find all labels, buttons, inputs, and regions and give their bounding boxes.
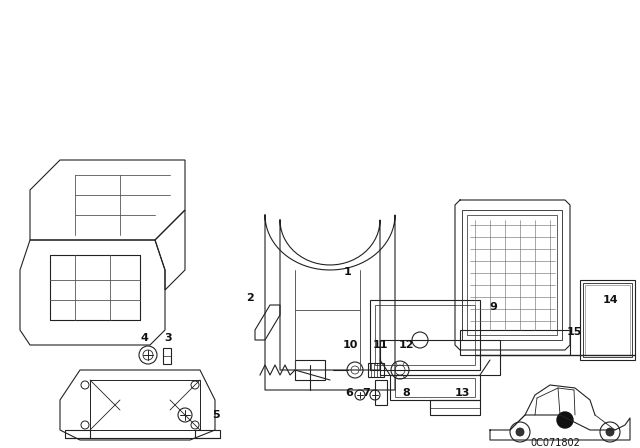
Text: 2: 2 bbox=[246, 293, 254, 303]
Bar bbox=[395, 378, 475, 397]
Text: 4: 4 bbox=[140, 333, 148, 343]
Text: 14: 14 bbox=[602, 295, 618, 305]
Text: 0C071802: 0C071802 bbox=[530, 438, 580, 448]
Bar bbox=[375, 380, 387, 405]
Text: 6: 6 bbox=[345, 388, 353, 398]
Bar bbox=[163, 348, 171, 364]
Bar bbox=[380, 340, 500, 375]
Text: 5: 5 bbox=[212, 410, 220, 420]
Text: 8: 8 bbox=[402, 388, 410, 398]
Text: 9: 9 bbox=[489, 302, 497, 312]
Bar bbox=[375, 305, 475, 365]
Circle shape bbox=[557, 412, 573, 428]
Text: 1: 1 bbox=[344, 267, 352, 277]
Bar bbox=[460, 330, 570, 355]
Text: 15: 15 bbox=[566, 327, 582, 337]
Bar bbox=[295, 360, 325, 380]
Bar bbox=[580, 280, 635, 360]
Bar bbox=[368, 363, 384, 377]
Circle shape bbox=[600, 422, 620, 442]
Circle shape bbox=[606, 428, 614, 436]
Circle shape bbox=[516, 428, 524, 436]
Bar bbox=[65, 430, 90, 438]
Circle shape bbox=[510, 422, 530, 442]
Bar bbox=[195, 430, 220, 438]
Bar bbox=[583, 283, 632, 357]
Bar bbox=[390, 375, 480, 400]
Text: 10: 10 bbox=[342, 340, 358, 350]
Bar bbox=[585, 285, 630, 355]
Text: 13: 13 bbox=[454, 388, 470, 398]
Bar bbox=[430, 400, 480, 415]
Text: 11: 11 bbox=[372, 340, 388, 350]
Bar bbox=[462, 210, 562, 340]
Text: 7: 7 bbox=[362, 388, 370, 398]
Text: 3: 3 bbox=[164, 333, 172, 343]
Bar bbox=[467, 215, 557, 335]
Text: 12: 12 bbox=[398, 340, 413, 350]
Bar bbox=[370, 300, 480, 370]
Bar bbox=[90, 380, 200, 430]
